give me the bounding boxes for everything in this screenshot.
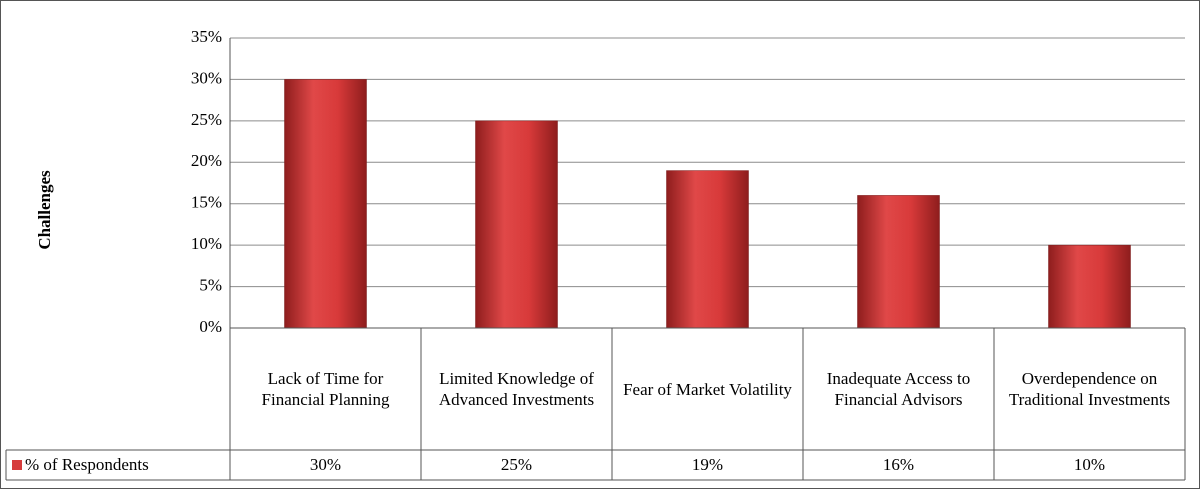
bar bbox=[475, 120, 558, 329]
y-tick-label: 35% bbox=[191, 27, 222, 46]
legend-key bbox=[12, 460, 22, 470]
bar bbox=[284, 79, 367, 329]
category-cell: Limited Knowledge of Advanced Investment… bbox=[438, 369, 595, 409]
data-label: 16% bbox=[883, 455, 914, 474]
x-tick-label: Overdependence on Traditional Investment… bbox=[1008, 369, 1171, 409]
y-axis-title: Challenges bbox=[35, 170, 54, 250]
data-label: 25% bbox=[501, 455, 532, 474]
y-tick-label: 15% bbox=[191, 193, 222, 212]
x-tick-label: Inadequate Access to Financial Advisors bbox=[826, 369, 971, 409]
category-cell: Overdependence on Traditional Investment… bbox=[1008, 369, 1171, 409]
category-cell: Lack of Time for Financial Planning bbox=[261, 369, 390, 409]
bar bbox=[1048, 244, 1131, 329]
y-tick-label: 30% bbox=[191, 68, 222, 87]
category-cell: Inadequate Access to Financial Advisors bbox=[826, 369, 971, 409]
data-label: 19% bbox=[692, 455, 723, 474]
bar bbox=[857, 195, 940, 329]
x-tick-label: Lack of Time for Financial Planning bbox=[261, 369, 390, 409]
y-tick-label: 5% bbox=[199, 275, 222, 294]
y-tick-label: 20% bbox=[191, 151, 222, 170]
y-tick-label: 10% bbox=[191, 234, 222, 253]
y-tick-label: 25% bbox=[191, 110, 222, 129]
x-tick-label: Fear of Market Volatility bbox=[623, 379, 792, 399]
data-label: 30% bbox=[310, 455, 341, 474]
legend-label: % of Respondents bbox=[25, 455, 149, 474]
x-tick-label: Limited Knowledge of Advanced Investment… bbox=[438, 369, 595, 409]
category-cell: Fear of Market Volatility bbox=[623, 379, 792, 399]
bar bbox=[666, 170, 749, 329]
y-tick-label: 0% bbox=[199, 317, 222, 336]
data-label: 10% bbox=[1074, 455, 1105, 474]
